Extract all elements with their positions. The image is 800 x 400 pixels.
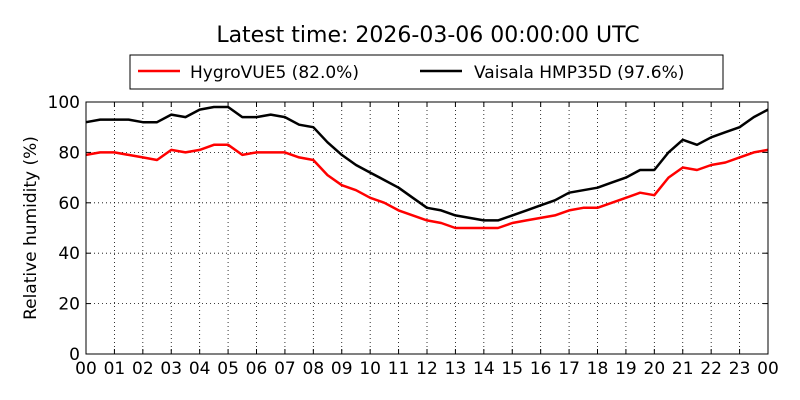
x-tick-label: 15 [501,359,523,379]
x-tick-label: 12 [416,359,438,379]
x-tick-label: 09 [331,359,353,379]
x-tick-label: 13 [445,359,467,379]
y-tick-label: 20 [58,295,80,315]
x-tick-label: 04 [189,359,211,379]
grid [86,102,768,354]
x-tick-label: 06 [246,359,268,379]
x-axis-tick-labels: 00 01 02 03 04 05 06 07 08 09 10 11 12 13 14 15 16 17 18 19… [75,359,779,379]
x-tick-label: 19 [615,359,637,379]
series-line-hygrovue5 [85,143,769,230]
x-tick-label: 23 [729,359,751,379]
x-tick-label: 21 [672,359,694,379]
y-axis-label: Relative humidity (%) [21,136,41,320]
legend-label-vaisala: Vaisala HMP35D (97.6%) [474,63,684,83]
x-tick-label: 22 [700,359,722,379]
tick-marks [85,101,769,355]
x-tick-label: 10 [359,359,381,379]
x-tick-label: 00 [75,359,97,379]
plot-area-frame [85,101,769,355]
chart-title: Latest time: 2026-03-06 00:00:00 UTC [216,23,639,48]
y-tick-label: 100 [48,93,80,113]
y-tick-label: 40 [58,244,80,264]
x-tick-label: 03 [160,359,182,379]
x-tick-label: 14 [473,359,495,379]
y-tick-label: 0 [69,345,80,365]
series-line-vaisala [85,105,769,222]
x-tick-label: 20 [644,359,666,379]
y-axis-tick-labels: 0 20 40 60 80 100 [48,93,80,365]
x-tick-label: 11 [388,359,410,379]
legend-label-hygrovue5: HygroVUE5 (82.0%) [190,63,359,83]
x-tick-label: 16 [530,359,552,379]
y-tick-label: 60 [58,194,80,214]
x-tick-label: 17 [558,359,580,379]
x-tick-label: 00 [757,359,779,379]
x-tick-label: 02 [132,359,154,379]
x-tick-label: 18 [587,359,609,379]
x-tick-label: 07 [274,359,296,379]
legend: HygroVUE5 (82.0%) Vaisala HMP35D (97.6%) [129,54,724,90]
y-tick-label: 80 [58,143,80,163]
x-tick-label: 05 [217,359,239,379]
x-tick-label: 01 [104,359,126,379]
x-tick-label: 08 [303,359,325,379]
series-lines [85,105,769,230]
